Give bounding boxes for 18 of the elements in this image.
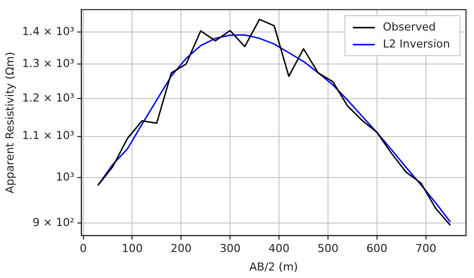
x-tick-label: 400 bbox=[268, 242, 290, 256]
x-axis-title: AB/2 (m) bbox=[249, 260, 298, 274]
x-tick-label: 700 bbox=[415, 242, 436, 256]
legend-label: Observed bbox=[382, 20, 436, 34]
x-tick-label: 100 bbox=[122, 242, 143, 256]
y-tick-label: 1.4 × 10³ bbox=[22, 24, 74, 38]
x-tick-label: 500 bbox=[317, 242, 338, 256]
y-tick-label: 1.3 × 10³ bbox=[22, 57, 74, 70]
legend-label: L2 Inversion bbox=[382, 37, 450, 50]
x-tick-label: 200 bbox=[170, 242, 192, 256]
y-tick-label: 9 × 10² bbox=[32, 216, 74, 229]
x-tick-label: 600 bbox=[366, 242, 388, 256]
x-tick-label: 0 bbox=[80, 242, 87, 256]
y-axis-title: Apparent Resistivity (Ωm) bbox=[3, 52, 16, 194]
y-tick-label: 1.2 × 10³ bbox=[22, 92, 74, 105]
y-tick-label: 1.1 × 10³ bbox=[22, 129, 74, 142]
x-tick-label: 300 bbox=[220, 242, 241, 256]
y-tick-label: 10³ bbox=[56, 170, 74, 184]
